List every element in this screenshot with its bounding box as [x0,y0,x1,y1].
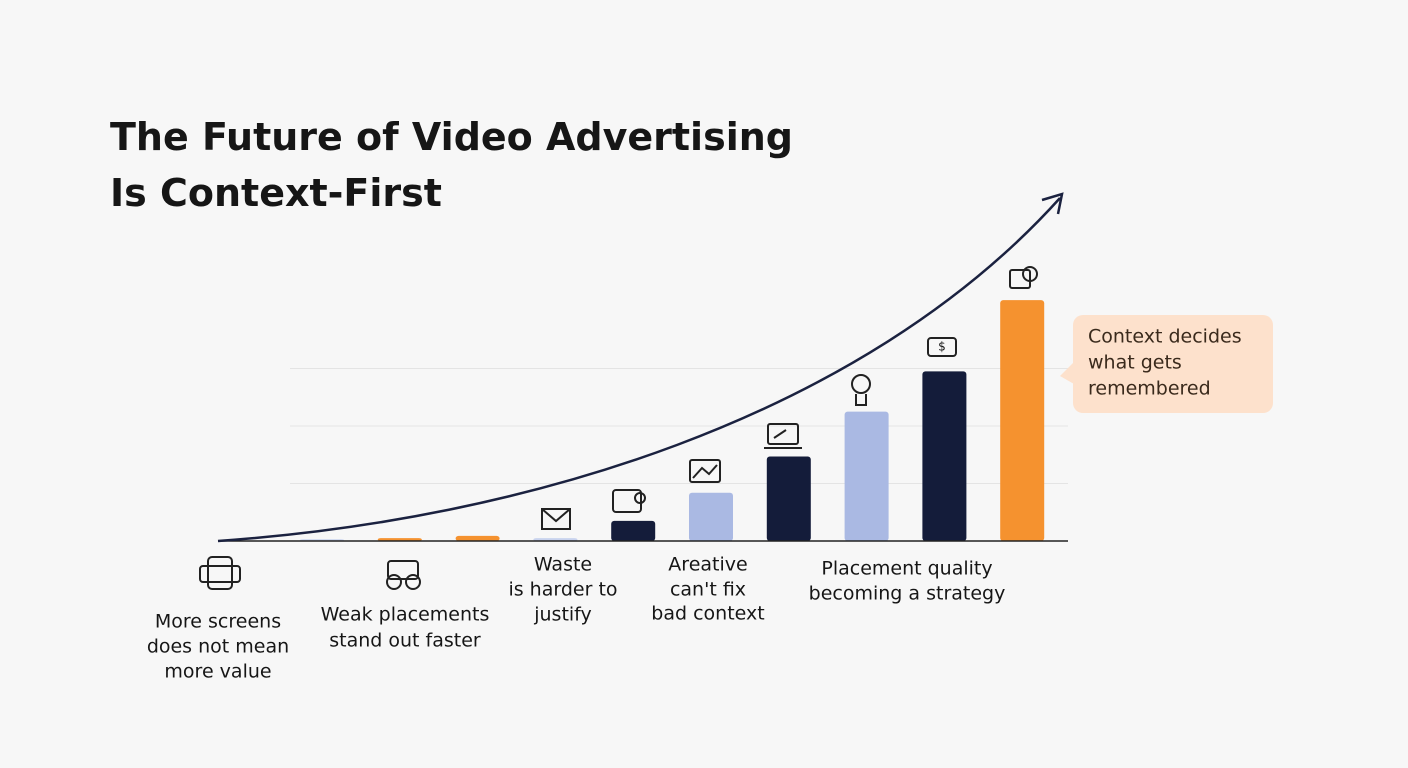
bar [922,371,967,541]
annotation: Placement quality becoming a strategy [809,558,1006,605]
chart-title: The Future of Video Advertising [110,115,793,159]
callout-text: what gets [1088,352,1182,374]
bar [1000,300,1045,541]
annotation-text: More screens [155,611,281,633]
annotation-text: more value [164,661,271,683]
callout-box [1073,315,1273,413]
annotation: Weak placements stand out faster [321,604,490,652]
callout: Context decides what gets remembered [1060,315,1273,413]
annotation: More screens does not mean more value [147,611,289,683]
annotation-text: bad context [651,603,764,625]
bar [844,411,889,541]
annotation-text: does not mean [147,636,289,658]
image-line [692,464,718,479]
target-icon [1009,269,1031,289]
annotation-text: becoming a strategy [809,583,1006,605]
pin-base [855,394,867,406]
mail-flap [541,508,571,523]
callout-text: remembered [1088,378,1211,400]
chart-title: Is Context-First [110,171,442,215]
monitor-icon [767,423,799,445]
arrow-head [1041,192,1064,215]
callout-pointer [1060,362,1074,384]
annotation-text: Placement quality [821,558,992,580]
annotation-text: can't fix [670,579,746,601]
screen-icon [199,565,241,583]
glasses-icon [386,574,402,590]
bar [455,535,500,541]
annotation: Areative can't fix bad context [651,554,764,625]
annotation-text: stand out faster [329,630,481,652]
icons: $ [199,266,1038,590]
trend-arrow [217,197,1061,543]
window-icon [387,560,419,580]
annotation-text: Weak placements [321,604,490,626]
target-ring [1022,266,1038,282]
annotation-text: Areative [668,554,747,576]
callout-text: Context decides [1088,326,1242,348]
doc-icon [612,489,642,513]
annotation-text: justify [533,604,592,626]
image-icon [689,459,721,483]
annotation-text: Waste [534,554,592,576]
bar [766,456,811,541]
annotation: Waste is harder to justify [508,554,617,626]
monitor-line [764,429,802,449]
doc-badge [634,492,646,504]
money-icon [927,337,957,357]
mail-icon [541,508,571,530]
bar [689,492,733,541]
bar [611,520,656,541]
money-glyph: $ [938,340,946,354]
annotation-text: is harder to [508,579,617,601]
phone-icon [207,556,233,590]
pin-icon [851,374,871,394]
glasses-icon [405,574,421,590]
